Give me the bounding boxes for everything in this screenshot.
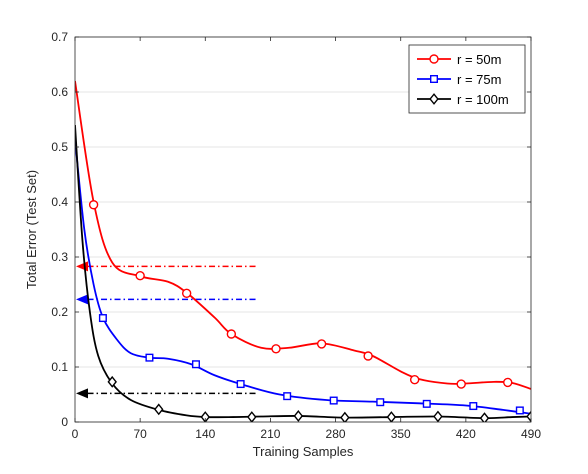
y-tick-label-1: 0.1 xyxy=(51,360,68,374)
y-tick-label-4: 0.4 xyxy=(51,195,68,209)
series-group xyxy=(75,80,531,422)
legend-marker-1 xyxy=(430,74,439,83)
tick-marks xyxy=(74,36,532,423)
legend-label-0: r = 50m xyxy=(457,52,501,67)
data-point-2-5 xyxy=(340,411,350,422)
legend-marker-0 xyxy=(429,54,439,64)
data-point-0-0 xyxy=(88,200,99,210)
data-point-2-1 xyxy=(154,403,164,416)
y-tick-label-7: 0.7 xyxy=(51,30,68,44)
series-line-2 xyxy=(75,124,531,420)
data-point-1-8 xyxy=(469,402,478,411)
data-point-0-5 xyxy=(316,339,327,349)
x-tick-label-5: 350 xyxy=(391,427,411,441)
data-point-0-4 xyxy=(271,344,281,354)
x-tick-label-0: 0 xyxy=(72,427,79,441)
data-point-2-6 xyxy=(386,411,397,422)
data-point-2-9 xyxy=(526,410,531,422)
data-point-0-6 xyxy=(363,351,373,361)
data-point-1-4 xyxy=(283,392,292,401)
y-tick-label-0: 0 xyxy=(61,415,68,429)
legend-label-2: r = 100m xyxy=(457,92,509,107)
series-line-0 xyxy=(75,80,531,390)
x-tick-label-1: 70 xyxy=(133,427,147,441)
data-point-0-7 xyxy=(409,374,420,385)
legend: r = 50m r = 75m r = 100m xyxy=(408,44,526,114)
x-axis-title: Training Samples xyxy=(253,444,354,459)
y-tick-label-2: 0.2 xyxy=(51,305,68,319)
x-tick-label-7: 490 xyxy=(521,427,541,441)
data-point-1-7 xyxy=(422,399,431,408)
data-point-1-3 xyxy=(236,380,245,389)
series-2 xyxy=(75,124,531,422)
data-point-1-2 xyxy=(191,360,200,369)
y-axis-title: Total Error (Test Set) xyxy=(24,170,39,289)
reference-arrowhead-0 xyxy=(76,261,88,272)
legend-marker-2 xyxy=(429,93,439,105)
data-point-0-8 xyxy=(456,379,466,389)
data-point-1-1 xyxy=(145,353,154,362)
legend-label-1: r = 75m xyxy=(457,72,501,87)
plot-frame xyxy=(74,36,532,423)
y-tick-label-3: 0.3 xyxy=(51,250,68,264)
reference-arrowhead-1 xyxy=(76,294,88,305)
x-tick-label-6: 420 xyxy=(456,427,476,441)
data-point-1-9 xyxy=(515,406,524,415)
y-tick-labels: 0 0.1 0.2 0.3 0.4 0.5 0.6 0.7 xyxy=(51,30,68,429)
y-tick-label-5: 0.5 xyxy=(51,140,68,154)
series-0 xyxy=(75,80,531,390)
data-point-2-0 xyxy=(107,375,117,388)
x-tick-label-4: 280 xyxy=(326,427,346,441)
grid-lines xyxy=(75,36,531,423)
data-point-0-2 xyxy=(181,288,192,298)
reference-arrowhead-2 xyxy=(76,388,88,399)
reference-arrows xyxy=(76,261,256,399)
y-tick-label-6: 0.6 xyxy=(51,85,68,99)
data-point-1-0 xyxy=(98,314,107,323)
data-point-2-4 xyxy=(293,410,304,422)
x-tick-labels: 0 70 140 210 280 350 420 490 xyxy=(72,427,542,441)
data-point-2-7 xyxy=(433,410,443,422)
data-point-0-3 xyxy=(226,329,237,339)
data-point-0-9 xyxy=(503,377,513,388)
data-point-0-1 xyxy=(135,271,145,281)
data-point-2-3 xyxy=(247,411,257,422)
data-point-1-6 xyxy=(376,398,385,407)
x-tick-label-2: 140 xyxy=(195,427,215,441)
x-tick-label-3: 210 xyxy=(260,427,280,441)
series-1 xyxy=(75,138,531,415)
data-point-1-5 xyxy=(329,396,338,405)
data-point-2-8 xyxy=(479,412,490,422)
